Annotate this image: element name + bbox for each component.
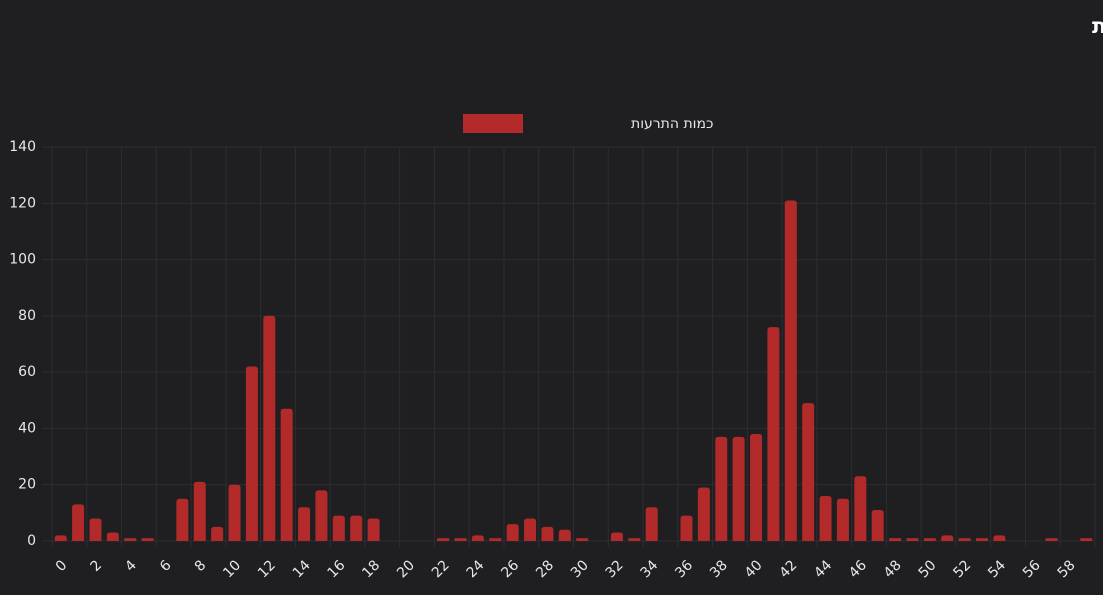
bar [645,507,658,541]
y-tick-label: 0 [27,533,36,549]
bar [1080,538,1093,541]
x-tick-label: 50 [916,557,940,581]
x-tick-label: 4 [122,557,140,575]
y-tick-label: 120 [9,195,36,211]
x-tick-label: 52 [950,557,974,581]
bar [245,366,258,541]
x-tick-label: 56 [1020,557,1044,581]
bar [228,484,241,541]
bar [1045,538,1058,541]
bar [628,538,641,541]
x-tick-label: 26 [498,557,522,581]
bar [176,498,189,541]
bar [471,535,484,541]
x-tick-label: 22 [429,557,453,581]
bar [193,481,206,541]
x-tick-label: 10 [220,557,244,581]
bar [106,532,119,541]
bar [906,538,919,541]
bar [280,408,293,541]
x-tick-label: 18 [359,557,383,581]
chart-title: התרעות לפי דקות [1092,14,1103,38]
bar [750,434,763,541]
x-tick-label: 6 [157,557,175,575]
bar [263,315,276,541]
bar [350,515,363,541]
bar [141,538,154,541]
y-tick-label: 100 [9,252,36,268]
bar [941,535,954,541]
bar [993,535,1006,541]
x-tick-label: 46 [846,557,870,581]
bar [923,538,936,541]
bar [524,518,537,541]
x-tick-label: 24 [464,557,488,581]
bar [889,538,902,541]
x-tick-label: 58 [1055,557,1079,581]
x-tick-label: 20 [394,557,418,581]
x-tick-label: 38 [707,557,731,581]
bar [89,518,102,541]
bar [976,538,989,541]
bar [958,538,971,541]
bar [767,327,780,541]
bar [506,524,519,541]
bar [541,526,554,541]
x-tick-label: 14 [290,557,314,581]
bar [211,526,224,541]
y-tick-label: 80 [18,308,36,324]
bar [802,403,815,541]
x-tick-label: 16 [325,557,349,581]
bar [610,532,623,541]
x-tick-label: 48 [881,557,905,581]
x-tick-label: 28 [533,557,557,581]
bar [715,436,728,541]
bar [489,538,502,541]
bar [784,200,797,541]
bar [367,518,380,541]
bar [72,504,85,541]
x-tick-label: 36 [672,557,696,581]
bar [732,436,745,541]
x-tick-label: 34 [637,557,661,581]
x-tick-label: 42 [777,557,801,581]
bar [558,529,571,541]
bar [54,535,67,541]
x-tick-label: 2 [87,557,105,575]
x-tick-label: 40 [742,557,766,581]
bar [680,515,693,541]
x-tick-label: 0 [53,557,71,575]
x-tick-label: 32 [603,557,627,581]
bar [454,538,467,541]
legend-label: כמות התרעות [631,116,713,132]
x-tick-label: 12 [255,557,279,581]
bar [871,510,884,541]
bar [697,487,710,541]
bar [836,498,849,541]
bar [576,538,589,541]
bar [124,538,137,541]
y-tick-label: 140 [9,139,36,155]
bar [819,495,832,541]
y-tick-label: 20 [18,477,36,493]
x-tick-label: 8 [192,557,210,575]
y-tick-label: 60 [18,364,36,380]
bar [854,476,867,541]
bar [437,538,450,541]
y-tick-label: 40 [18,420,36,436]
bar [315,490,328,541]
bar [332,515,345,541]
x-tick-label: 54 [985,557,1009,581]
legend-swatch [463,114,523,133]
bar [298,507,311,541]
x-tick-label: 44 [811,557,835,581]
x-tick-label: 30 [568,557,592,581]
